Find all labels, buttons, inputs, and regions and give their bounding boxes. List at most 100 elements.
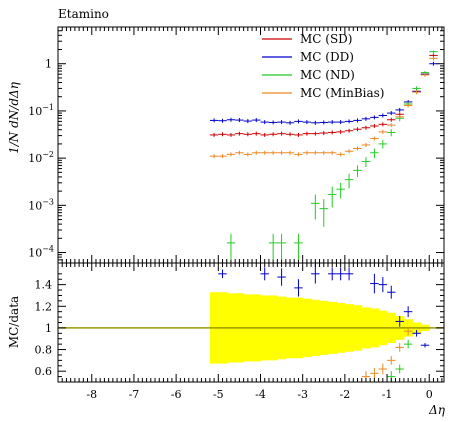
- ratio-point: [395, 343, 404, 352]
- data-point: [277, 131, 286, 136]
- data-point: [209, 132, 219, 137]
- ratio-y-tick-label: 0.8: [35, 344, 53, 357]
- x-tick-label: -5: [213, 388, 224, 401]
- data-point: [277, 233, 286, 260]
- data-point: [294, 132, 303, 137]
- main-y-tick-exponent: −1: [42, 103, 54, 112]
- main-y-tick-label: 10−3: [28, 197, 54, 212]
- data-point: [344, 128, 354, 133]
- x-tick-label: -8: [86, 388, 97, 401]
- main-y-tick-label: 1: [45, 58, 52, 71]
- x-tick-label: -7: [129, 388, 140, 401]
- data-point: [378, 113, 388, 118]
- data-point: [387, 123, 396, 128]
- x-axis-label: Δη: [428, 403, 446, 417]
- data-point: [344, 149, 354, 154]
- legend: MC (SD) MC (DD) MC (ND) MC (MinBias): [262, 32, 384, 100]
- main-y-tick-base: 10: [28, 105, 42, 118]
- ratio-point: [370, 367, 379, 379]
- data-point: [285, 132, 295, 137]
- data-point: [429, 56, 438, 61]
- data-point: [235, 150, 244, 155]
- ratio-y-tick-label: 1: [45, 322, 52, 335]
- data-point: [429, 61, 438, 66]
- main-y-tick-label: 10−4: [28, 245, 54, 260]
- ratio-y-tick-label: 1.4: [35, 279, 53, 292]
- ratio-point: [403, 339, 413, 349]
- x-tick-label: 0: [426, 388, 433, 401]
- data-point: [252, 118, 261, 123]
- data-point: [252, 150, 261, 155]
- data-point: [218, 118, 227, 123]
- data-point: [311, 150, 320, 155]
- main-y-ticks: 10−410−310−210−11: [28, 26, 444, 264]
- main-y-tick-label: 10−1: [28, 103, 54, 118]
- ratio-point: [378, 277, 388, 293]
- data-point: [226, 132, 236, 137]
- ratio-point: [336, 267, 345, 281]
- data-point: [268, 132, 278, 137]
- main-y-tick-base: 10: [28, 152, 42, 165]
- data-point: [294, 119, 303, 124]
- data-point: [268, 120, 278, 125]
- ratio-series-mc-minbias: [361, 326, 413, 382]
- x-tick-label: -4: [255, 388, 266, 401]
- ratio-series: [218, 264, 430, 382]
- data-point: [395, 114, 404, 119]
- ratio-y-tick-label: 1.2: [35, 300, 53, 313]
- data-point: [370, 123, 379, 128]
- data-point: [395, 107, 404, 112]
- data-point: [285, 120, 295, 125]
- data-point: [336, 129, 345, 134]
- data-point: [361, 157, 371, 167]
- data-point: [226, 233, 236, 260]
- ratio-point: [344, 267, 354, 281]
- x-tick-label: -1: [382, 388, 393, 401]
- data-point: [311, 131, 320, 136]
- data-point: [344, 119, 354, 124]
- data-point: [370, 136, 379, 141]
- data-point: [336, 182, 345, 199]
- data-point: [420, 72, 430, 77]
- ratio-frame: [57, 262, 445, 383]
- data-point: [387, 129, 396, 137]
- data-point: [344, 173, 354, 189]
- main-y-tick-label: 10−2: [28, 150, 54, 165]
- data-point: [311, 194, 320, 220]
- data-point: [370, 148, 379, 159]
- ratio-y-ticks: 0.6 0.8 1 1.2 1.4: [35, 273, 444, 378]
- ratio-point: [387, 285, 396, 299]
- data-point: [235, 131, 244, 136]
- data-point: [252, 131, 261, 136]
- plot-title: Etamino: [58, 7, 109, 21]
- data-point: [302, 120, 312, 125]
- data-point: [361, 125, 371, 130]
- main-y-tick-base: 1: [45, 58, 52, 71]
- data-point: [209, 118, 219, 123]
- main-y-axis-label: 1/N dN/dΔη: [7, 81, 21, 154]
- data-point: [243, 132, 253, 137]
- data-point: [429, 50, 438, 53]
- series-mc-minbias: [209, 56, 438, 159]
- ratio-point: [420, 343, 430, 348]
- x-tick-label: -3: [297, 388, 308, 401]
- data-point: [336, 120, 345, 125]
- data-point: [353, 118, 362, 123]
- legend-label: MC (MinBias): [300, 86, 384, 100]
- ratio-y-tick-label: 0.6: [35, 365, 53, 378]
- data-point: [302, 131, 312, 136]
- main-frame: [57, 26, 445, 264]
- main-panel: 10−410−310−210−11 1/N dN/dΔη MC (SD)MC (…: [7, 26, 445, 264]
- data-point: [336, 152, 345, 157]
- main-x-ticks: [57, 27, 443, 263]
- data-point: [327, 150, 337, 155]
- data-point: [260, 150, 269, 155]
- legend-label: MC (DD): [300, 50, 354, 64]
- data-point: [353, 146, 362, 151]
- data-point: [327, 186, 337, 208]
- data-point: [277, 150, 286, 155]
- x-tick-label: -2: [340, 388, 351, 401]
- data-point: [319, 150, 328, 155]
- data-point: [412, 86, 421, 91]
- data-point: [311, 120, 320, 125]
